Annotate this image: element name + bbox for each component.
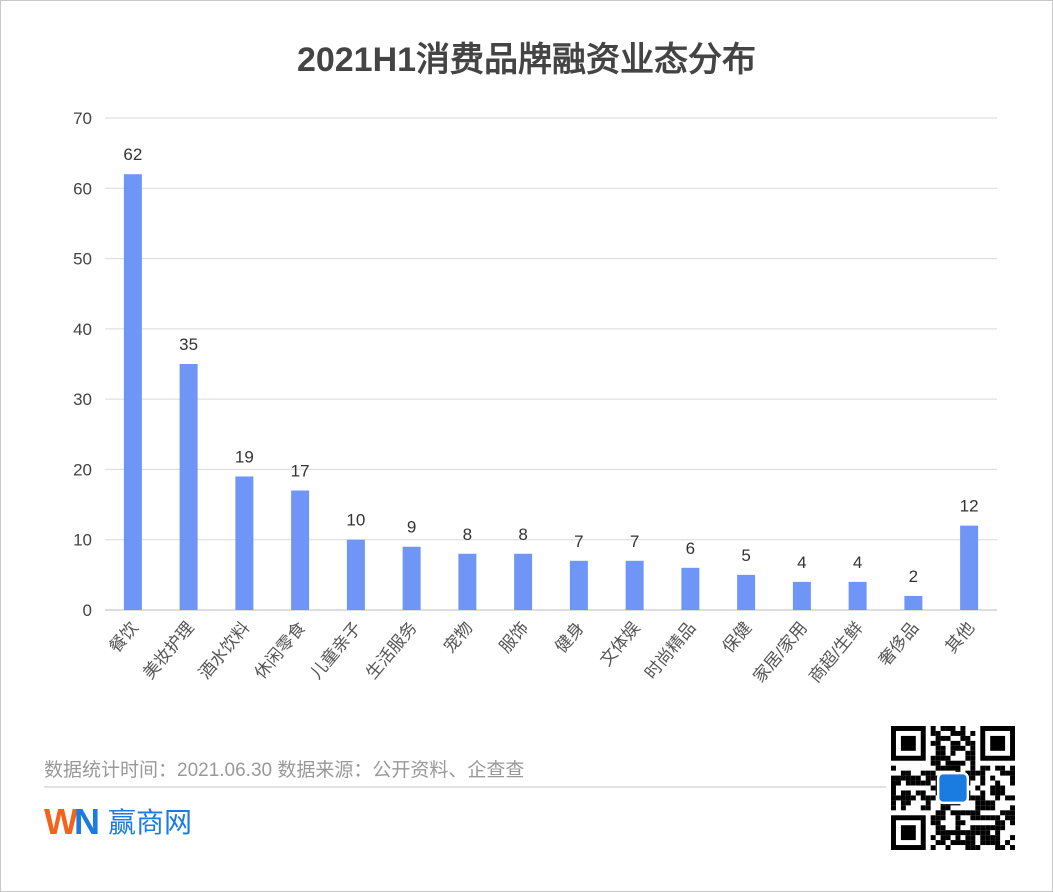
data-label: 4: [797, 553, 806, 572]
data-label: 2: [909, 567, 918, 586]
y-tick-label: 70: [73, 109, 92, 128]
bar: [737, 574, 756, 610]
data-label: 10: [346, 511, 365, 530]
x-tick-label: 儿童亲子: [307, 618, 365, 682]
bar: [848, 581, 867, 610]
y-tick-label: 60: [73, 179, 92, 198]
x-tick-label: 奢侈品: [875, 618, 922, 669]
x-tick-label: 休闲零食: [251, 618, 309, 682]
bar: [291, 490, 310, 610]
bar: [123, 174, 142, 610]
data-label: 7: [630, 532, 639, 551]
qr-code: [891, 726, 1015, 850]
x-tick-label: 宠物: [440, 618, 476, 656]
y-tick-label: 10: [73, 531, 92, 550]
x-tick-label: 文体娱: [596, 618, 643, 669]
qr-center-logo-icon: [936, 771, 970, 805]
logo-text: 赢商网: [107, 807, 192, 838]
logo-mark-w: W: [44, 801, 78, 842]
x-tick-label: 美妆护理: [139, 618, 197, 682]
y-tick-label: 0: [83, 601, 92, 620]
logo-mark-n: N: [73, 801, 100, 842]
bar-chart: 01020304050607062餐饮35美妆护理19酒水饮料17休闲零食10儿…: [73, 109, 997, 686]
data-label: 5: [741, 546, 750, 565]
y-tick-label: 40: [73, 320, 92, 339]
x-tick-label: 生活服务: [362, 618, 420, 682]
data-label: 62: [123, 145, 142, 164]
data-label: 12: [960, 497, 979, 516]
chart-title: 2021H1消费品牌融资业态分布: [296, 41, 757, 79]
x-tick-label: 其他: [942, 618, 978, 656]
data-label: 7: [574, 532, 583, 551]
y-tick-label: 20: [73, 460, 92, 479]
y-tick-label: 50: [73, 250, 92, 269]
x-tick-label: 健身: [552, 618, 588, 656]
bar: [179, 364, 198, 610]
data-label: 8: [463, 525, 472, 544]
bar: [960, 525, 979, 610]
data-label: 6: [686, 539, 695, 558]
bar: [402, 546, 421, 610]
x-tick-label: 保健: [719, 618, 755, 656]
x-tick-label: 餐饮: [106, 618, 142, 656]
bar: [904, 595, 923, 610]
footer-divider: [44, 786, 886, 788]
data-label: 9: [407, 518, 416, 537]
bar: [458, 553, 477, 610]
data-label: 4: [853, 553, 862, 572]
x-tick-label: 商超/生鲜: [805, 618, 866, 686]
bar: [514, 553, 533, 610]
y-tick-label: 30: [73, 390, 92, 409]
bar: [235, 476, 254, 610]
bar: [569, 560, 588, 610]
data-label: 8: [518, 525, 527, 544]
data-source-note: 数据统计时间：2021.06.30 数据来源：公开资料、企查查: [44, 760, 525, 781]
bar: [625, 560, 644, 610]
x-tick-label: 家居/家用: [750, 618, 811, 686]
data-label: 35: [179, 335, 198, 354]
bar: [792, 581, 811, 610]
x-tick-label: 服饰: [496, 618, 532, 656]
data-label: 17: [291, 462, 310, 481]
x-tick-label: 时尚精品: [641, 618, 699, 682]
data-label: 19: [235, 447, 254, 466]
bar: [681, 567, 700, 610]
x-tick-label: 酒水饮料: [195, 618, 253, 682]
bar: [346, 539, 365, 610]
